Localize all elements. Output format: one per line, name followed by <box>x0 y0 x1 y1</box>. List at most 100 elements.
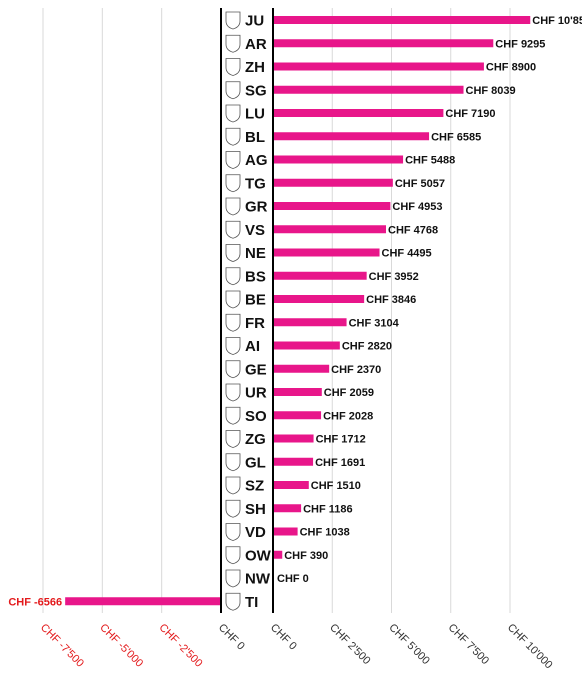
category-label-tg: TG <box>245 175 266 192</box>
bar-so <box>273 411 322 420</box>
value-label-ag: CHF 5488 <box>405 155 455 167</box>
value-label-ti: CHF -6566 <box>8 596 62 608</box>
category-label-sz: SZ <box>245 478 264 495</box>
coat-of-arms-icon-ti <box>225 592 241 611</box>
category-label-be: BE <box>245 292 266 309</box>
bar-ag <box>273 155 404 164</box>
coat-of-arms-icon-ai <box>225 337 241 355</box>
coat-of-arms-icon-sg <box>225 81 241 100</box>
category-label-lu: LU <box>245 106 265 123</box>
value-label-bl: CHF 6585 <box>431 131 481 143</box>
value-label-ju: CHF 10'855 <box>532 15 582 27</box>
bar-ju <box>273 16 531 24</box>
bar-sh <box>273 504 302 513</box>
x-tick-label-negative-1: CHF -5'000 <box>97 622 145 670</box>
category-label-ne: NE <box>245 245 266 262</box>
category-label-vd: VD <box>245 524 266 541</box>
coat-of-arms-icon-ge <box>225 360 241 379</box>
x-tick-label-positive-3: CHF 7'500 <box>446 622 491 667</box>
value-label-vd: CHF 1038 <box>300 527 350 539</box>
category-label-ar: AR <box>245 36 267 53</box>
coat-of-arms-icon-ne <box>225 244 241 262</box>
category-label-zg: ZG <box>245 431 266 448</box>
coat-of-arms-icon-so <box>225 406 241 425</box>
x-tick-label-positive-1: CHF 2'500 <box>327 622 372 667</box>
category-label-ju: JU <box>245 13 264 30</box>
category-label-fr: FR <box>245 315 265 332</box>
x-tick-label-positive-0: CHF 0 <box>268 622 299 653</box>
coat-of-arms-icon-fr <box>225 313 241 332</box>
x-tick-label-positive-2: CHF 5'000 <box>386 622 431 667</box>
value-label-ge: CHF 2370 <box>331 364 381 376</box>
coat-of-arms-icon-be <box>225 290 241 309</box>
coat-of-arms-icon-ar <box>225 34 241 53</box>
bar-ur <box>273 388 322 396</box>
bar-bs <box>273 271 367 280</box>
bar-lu <box>273 109 444 117</box>
bar-vd <box>273 527 298 536</box>
value-label-gr: CHF 4953 <box>392 201 442 213</box>
category-label-ag: AG <box>245 152 268 169</box>
value-label-zg: CHF 1712 <box>316 434 366 446</box>
coat-of-arms-icon-bl <box>225 127 241 146</box>
bar-sz <box>273 481 309 489</box>
bar-ti <box>65 597 221 606</box>
value-label-ai: CHF 2820 <box>342 341 392 353</box>
value-label-ar: CHF 9295 <box>495 38 545 50</box>
bar-ow <box>273 550 283 559</box>
coat-of-arms-icon-ow <box>225 546 241 565</box>
coat-of-arms-icon-sz <box>225 476 241 495</box>
category-label-ur: UR <box>245 385 267 402</box>
bar-vs <box>273 225 387 234</box>
value-label-gl: CHF 1691 <box>315 457 365 469</box>
value-label-tg: CHF 5057 <box>395 178 445 190</box>
x-tick-label-positive-4: CHF 10'000 <box>505 622 555 672</box>
value-label-bs: CHF 3952 <box>369 271 419 283</box>
value-label-lu: CHF 7190 <box>445 108 495 120</box>
coat-of-arms-icon-vs <box>225 220 241 239</box>
bar-sg <box>273 85 464 94</box>
value-label-ur: CHF 2059 <box>324 387 374 399</box>
category-label-bs: BS <box>245 268 266 285</box>
value-label-vs: CHF 4768 <box>388 224 438 236</box>
category-label-ge: GE <box>245 361 267 378</box>
value-label-sh: CHF 1186 <box>303 503 353 515</box>
category-label-ai: AI <box>245 338 260 355</box>
category-label-ti: TI <box>245 594 258 611</box>
coat-of-arms-icon-ag <box>225 151 241 169</box>
category-label-ow: OW <box>245 547 272 564</box>
coat-of-arms-icon-sh <box>225 499 241 518</box>
coat-of-arms-icon-gl <box>225 453 241 472</box>
bar-ai <box>273 341 340 350</box>
bar-gr <box>273 202 391 210</box>
bar-ar <box>273 39 494 48</box>
category-label-so: SO <box>245 408 267 425</box>
value-label-ne: CHF 4495 <box>382 248 432 260</box>
x-tick-label-negative-0: CHF -7'500 <box>38 622 86 670</box>
value-label-sg: CHF 8039 <box>466 85 516 97</box>
coat-of-arms-icon-gr <box>225 197 241 216</box>
category-label-gr: GR <box>245 199 268 216</box>
value-label-fr: CHF 3104 <box>349 317 400 329</box>
x-tick-label-negative-2: CHF -2'500 <box>157 622 205 670</box>
category-label-bl: BL <box>245 129 265 146</box>
coat-of-arms-icon-zg <box>225 430 241 448</box>
category-label-sh: SH <box>245 501 266 518</box>
category-label-vs: VS <box>245 222 265 239</box>
value-label-so: CHF 2028 <box>323 410 373 422</box>
category-label-nw: NW <box>245 571 271 588</box>
category-label-gl: GL <box>245 454 266 471</box>
value-label-ow: CHF 390 <box>284 550 328 562</box>
category-label-zh: ZH <box>245 59 265 76</box>
bar-ne <box>273 248 380 257</box>
bar-ge <box>273 364 330 373</box>
value-label-zh: CHF 8900 <box>486 62 536 74</box>
coat-of-arms-icon-ju <box>225 11 241 30</box>
coat-of-arms-icon-vd <box>225 523 241 541</box>
x-tick-label-negative-3: CHF 0 <box>216 622 247 653</box>
bar-zh <box>273 62 484 71</box>
bar-tg <box>273 178 393 187</box>
value-label-be: CHF 3846 <box>366 294 416 306</box>
value-label-sz: CHF 1510 <box>311 480 361 492</box>
